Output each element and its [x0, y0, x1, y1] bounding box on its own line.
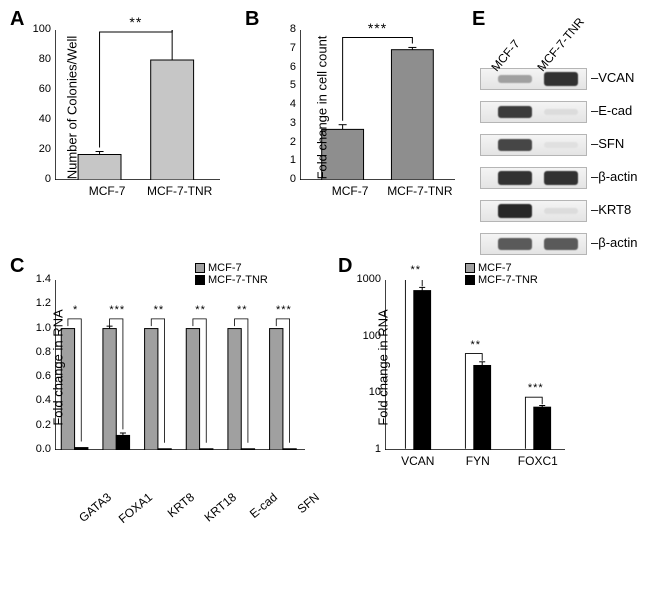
blot-band — [544, 72, 578, 85]
y-axis-label: Number of Colonies/Well — [64, 36, 79, 180]
panel-label-b: B — [245, 8, 259, 31]
significance: ** — [190, 304, 212, 316]
chart-c — [55, 280, 305, 450]
significance: ** — [124, 14, 148, 30]
significance: ** — [463, 339, 489, 351]
significance: * — [65, 304, 87, 316]
ytick: 40 — [27, 113, 51, 125]
panel-label-c: C — [10, 255, 24, 278]
ytick: 3 — [282, 117, 296, 129]
blot-band — [544, 109, 578, 115]
x-category: VCAN — [392, 454, 444, 468]
ytick: 1 — [282, 154, 296, 166]
chart-d — [385, 280, 565, 450]
ytick: 0 — [27, 173, 51, 185]
legend: MCF-7MCF-7-TNR — [195, 262, 268, 286]
ytick: 0.8 — [29, 346, 51, 358]
blot-band — [498, 139, 532, 151]
lane-label: MCF-7-TNR — [534, 15, 587, 74]
blot-band — [544, 142, 578, 148]
blot-label: –SFN — [591, 136, 624, 151]
significance: ** — [403, 264, 429, 276]
blot-label: –β-actin — [591, 235, 638, 250]
blot-band — [544, 171, 578, 184]
ytick: 0.6 — [29, 370, 51, 382]
significance: ** — [148, 304, 170, 316]
x-category: FYN — [452, 454, 504, 468]
blot-band — [498, 238, 532, 250]
significance: *** — [523, 382, 549, 394]
significance: ** — [231, 304, 253, 316]
ytick: 7 — [282, 42, 296, 54]
significance: *** — [273, 304, 295, 316]
y-axis-label: Fold change in RNA — [376, 309, 391, 425]
ytick: 60 — [27, 83, 51, 95]
x-category: FOXC1 — [512, 454, 564, 468]
ytick: 1000 — [353, 273, 381, 285]
ytick: 0.0 — [29, 443, 51, 455]
legend: MCF-7MCF-7-TNR — [465, 262, 538, 286]
blot-band — [498, 171, 532, 184]
blot-label: –E-cad — [591, 103, 632, 118]
ytick: 1.2 — [29, 297, 51, 309]
panel-label-a: A — [10, 8, 24, 31]
x-category: MCF-7-TNR — [381, 184, 458, 198]
x-category: MCF-7 — [68, 184, 146, 198]
ytick: 4 — [282, 98, 296, 110]
y-axis-label: Fold change in cell count — [314, 36, 329, 180]
ytick: 6 — [282, 61, 296, 73]
panel-label-d: D — [338, 255, 352, 278]
y-axis-label: Fold change in RNA — [51, 309, 66, 425]
blot-band — [498, 75, 532, 84]
ytick: 2 — [282, 136, 296, 148]
blot-band — [498, 204, 532, 218]
blot-label: –VCAN — [591, 70, 634, 85]
panel-label-e: E — [472, 8, 485, 31]
ytick: 80 — [27, 53, 51, 65]
x-category: MCF-7-TNR — [141, 184, 219, 198]
ytick: 1.0 — [29, 322, 51, 334]
blot-label: –β-actin — [591, 169, 638, 184]
significance: *** — [106, 304, 128, 316]
ytick: 0.2 — [29, 419, 51, 431]
x-category: MCF-7 — [312, 184, 389, 198]
ytick: 20 — [27, 143, 51, 155]
blot-band — [544, 238, 578, 250]
blot-label: –KRT8 — [591, 202, 631, 217]
ytick: 1 — [353, 443, 381, 455]
ytick: 5 — [282, 79, 296, 91]
ytick: 0 — [282, 173, 296, 185]
chart-a — [55, 30, 220, 180]
significance: *** — [363, 20, 393, 36]
ytick: 0.4 — [29, 394, 51, 406]
blot-band — [544, 208, 578, 214]
ytick: 1.4 — [29, 273, 51, 285]
ytick: 100 — [27, 23, 51, 35]
blot-band — [498, 106, 532, 119]
ytick: 8 — [282, 23, 296, 35]
